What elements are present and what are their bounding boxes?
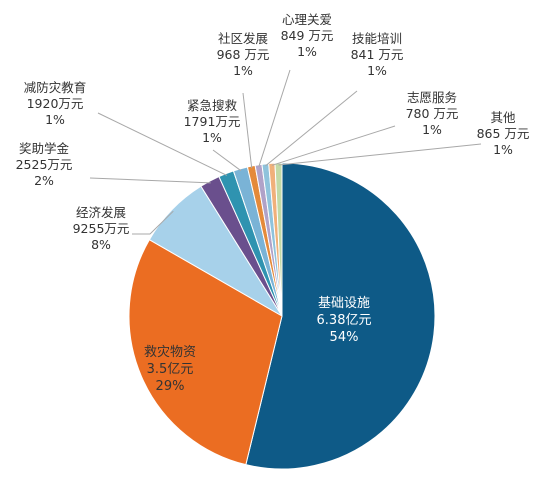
- leader-line-6: [212, 149, 242, 172]
- slice-name-3: 经济发展: [76, 205, 126, 220]
- slice-amount-9: 841 万元: [351, 47, 404, 62]
- slice-name-9: 技能培训: [352, 31, 402, 46]
- slice-amount-3: 9255万元: [73, 221, 130, 236]
- leader-line-7: [242, 92, 253, 169]
- slice-amount-4: 2525万元: [16, 157, 73, 172]
- slice-name-2: 救灾物资: [144, 344, 196, 360]
- slice-percent-8: 1%: [297, 44, 317, 59]
- slice-amount-7: 968 万元: [217, 47, 270, 62]
- pie-slices: [128, 162, 436, 470]
- slice-name-5: 减防灾教育: [24, 80, 87, 95]
- slice-name-7: 社区发展: [218, 31, 268, 46]
- pie-slice-2: [128, 239, 283, 466]
- slice-amount-1: 6.38亿元: [317, 313, 372, 328]
- slice-percent-3: 8%: [91, 237, 111, 252]
- slice-amount-10: 780 万元: [406, 106, 459, 121]
- slice-percent-4: 2%: [34, 173, 54, 188]
- slice-percent-7: 1%: [233, 63, 253, 78]
- slice-percent-10: 1%: [422, 122, 442, 137]
- slice-name-4: 奖助学金: [19, 141, 70, 156]
- slice-amount-5: 1920万元: [27, 96, 84, 111]
- leader-line-8: [258, 69, 291, 167]
- slice-percent-1: 54%: [330, 330, 359, 345]
- slice-amount-11: 865 万元: [477, 126, 530, 141]
- slice-amount-6: 1791万元: [184, 114, 241, 129]
- leader-line-11: [278, 143, 482, 166]
- slice-percent-2: 29%: [156, 379, 185, 394]
- leader-line-9: [265, 90, 358, 167]
- slice-percent-9: 1%: [367, 63, 387, 78]
- pie-slice-1: [245, 162, 436, 470]
- slice-name-11: 其他: [490, 110, 516, 125]
- slice-percent-5: 1%: [45, 112, 65, 127]
- leader-line-4: [89, 177, 211, 184]
- leader-line-5: [97, 112, 228, 176]
- slice-amount-8: 849 万元: [281, 28, 334, 43]
- leader-line-3: [132, 210, 174, 235]
- slice-name-1: 基础设施: [318, 296, 370, 311]
- leader-lines: [89, 69, 482, 235]
- slice-name-8: 心理关爱: [282, 12, 332, 27]
- slice-name-6: 紧急搜救: [187, 98, 238, 113]
- slice-name-10: 志愿服务: [407, 90, 457, 105]
- slice-percent-11: 1%: [493, 142, 513, 157]
- slice-amount-2: 3.5亿元: [147, 362, 194, 377]
- slice-percent-6: 1%: [202, 130, 222, 145]
- leader-line-10: [271, 125, 396, 166]
